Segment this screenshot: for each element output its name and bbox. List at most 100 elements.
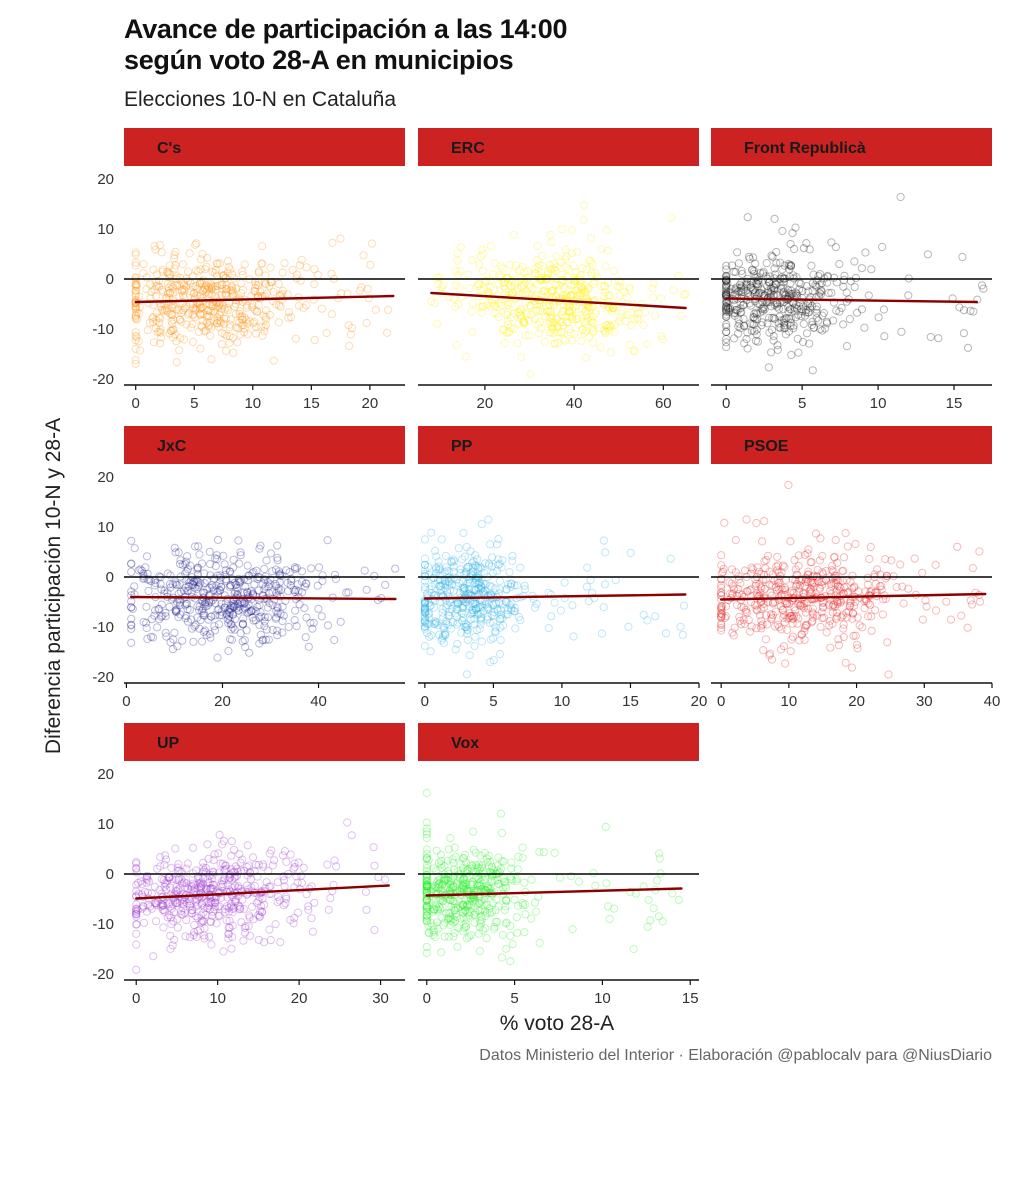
data-point [310, 280, 319, 289]
data-point [738, 269, 747, 278]
data-point [566, 281, 576, 290]
data-point [642, 339, 652, 349]
data-point [605, 322, 614, 331]
data-point [486, 591, 495, 600]
data-point [760, 305, 769, 314]
data-point [132, 283, 141, 292]
data-point [240, 260, 249, 269]
data-point [573, 283, 583, 292]
x-tick-label: 0 [717, 693, 725, 710]
data-point [481, 277, 490, 286]
data-point [661, 629, 671, 638]
data-point [477, 616, 486, 625]
data-point [228, 287, 237, 296]
data-point [468, 299, 477, 308]
data-point [133, 280, 142, 289]
data-point [569, 261, 578, 270]
data-point [506, 957, 515, 966]
data-point [211, 611, 220, 620]
data-point [230, 615, 240, 624]
data-point [625, 285, 634, 294]
data-point [226, 265, 235, 274]
data-point [205, 321, 214, 330]
data-point [502, 585, 511, 594]
data-point [134, 566, 143, 575]
data-point [167, 310, 176, 319]
data-point [788, 619, 797, 628]
data-point [420, 572, 429, 581]
data-point [139, 573, 148, 583]
data-point [427, 631, 436, 640]
data-point [959, 306, 969, 315]
data-point [934, 334, 943, 343]
data-point [449, 555, 458, 564]
data-point [750, 309, 759, 318]
data-point [145, 318, 154, 327]
data-point [601, 327, 610, 336]
data-point [217, 290, 226, 299]
data-point [215, 323, 224, 332]
data-point [142, 623, 151, 633]
data-point [784, 259, 793, 269]
data-point [533, 320, 543, 329]
data-point [749, 313, 759, 322]
data-point [269, 356, 278, 365]
data-point [816, 325, 825, 334]
data-point [261, 280, 270, 289]
data-point [722, 334, 731, 344]
data-point [530, 296, 539, 306]
data-point [239, 614, 248, 623]
data-point [530, 314, 540, 324]
data-point [420, 641, 429, 650]
data-point [131, 314, 140, 323]
data-point [131, 344, 140, 353]
data-point [751, 336, 761, 345]
data-point [450, 600, 459, 610]
data-point [731, 284, 740, 293]
data-point [816, 290, 826, 299]
data-point [547, 612, 556, 621]
data-point [808, 317, 817, 326]
data-point [432, 552, 441, 561]
data-point [518, 843, 527, 852]
data-point [157, 248, 166, 257]
data-point [440, 630, 449, 639]
data-point [205, 629, 215, 639]
scatter-points [427, 201, 690, 379]
data-point [496, 636, 505, 645]
data-point [273, 556, 282, 565]
data-point [776, 258, 785, 267]
data-point [975, 597, 985, 606]
data-point [216, 280, 225, 290]
data-point [792, 289, 801, 298]
data-point [567, 226, 576, 235]
data-point [779, 287, 788, 296]
data-point [774, 304, 784, 313]
data-point [151, 324, 160, 333]
data-point [799, 302, 808, 311]
data-point [202, 313, 211, 322]
data-point [254, 586, 263, 595]
data-point [462, 670, 471, 679]
data-point [193, 602, 202, 611]
data-point [523, 310, 532, 319]
data-point [564, 286, 573, 295]
data-point [431, 618, 440, 627]
data-point [131, 276, 140, 285]
data-point [759, 304, 768, 313]
facet-strip-label: C's [157, 140, 181, 157]
data-point [545, 328, 554, 337]
data-point [731, 536, 740, 545]
data-point [166, 638, 175, 647]
data-point [564, 306, 574, 316]
data-point [201, 602, 210, 611]
data-point [226, 315, 236, 324]
data-point [578, 284, 587, 293]
data-point [278, 628, 287, 637]
data-point [187, 587, 196, 597]
data-point [127, 614, 136, 623]
data-point [258, 331, 267, 340]
data-point [287, 313, 296, 322]
data-point [739, 301, 748, 310]
data-point [274, 584, 283, 593]
